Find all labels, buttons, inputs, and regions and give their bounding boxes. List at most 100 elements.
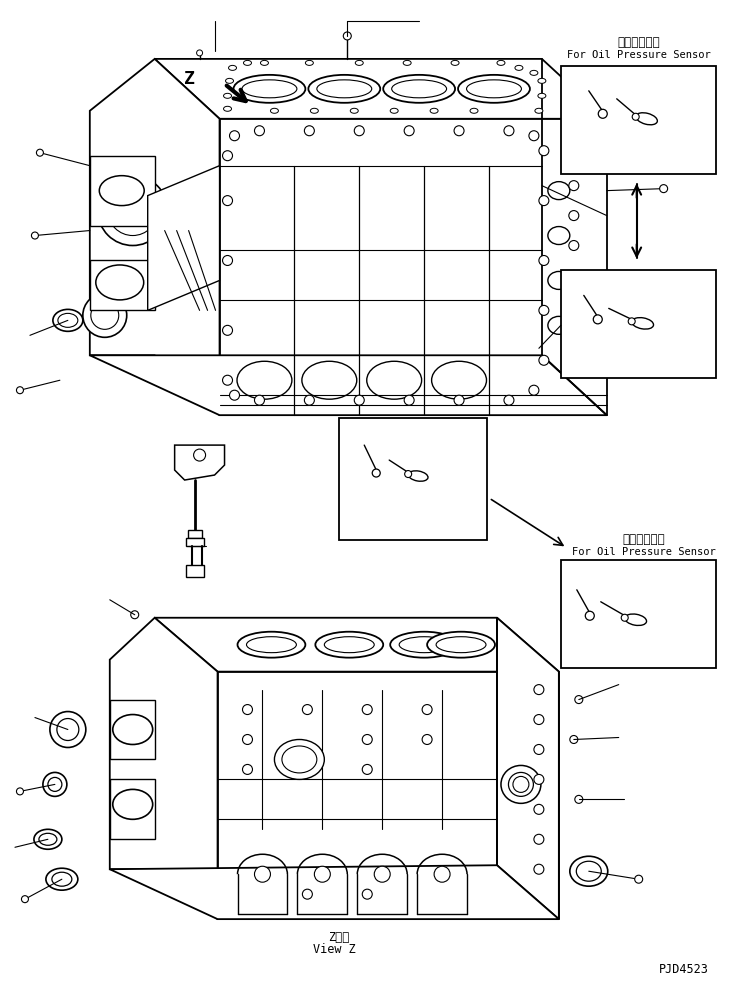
Ellipse shape: [310, 108, 319, 113]
Circle shape: [21, 895, 29, 902]
Circle shape: [454, 126, 464, 136]
Ellipse shape: [350, 108, 358, 113]
Ellipse shape: [451, 60, 459, 65]
Ellipse shape: [535, 108, 543, 113]
Circle shape: [404, 395, 414, 405]
Ellipse shape: [317, 80, 371, 98]
Circle shape: [632, 113, 639, 120]
Ellipse shape: [96, 265, 144, 300]
Circle shape: [655, 351, 663, 359]
Ellipse shape: [548, 317, 570, 334]
Circle shape: [222, 376, 233, 386]
Ellipse shape: [427, 632, 495, 658]
Ellipse shape: [355, 60, 363, 65]
Circle shape: [194, 449, 206, 461]
Ellipse shape: [316, 632, 383, 658]
Ellipse shape: [58, 314, 78, 327]
Ellipse shape: [308, 75, 380, 103]
Polygon shape: [497, 618, 559, 919]
Ellipse shape: [432, 361, 487, 399]
Ellipse shape: [225, 78, 233, 84]
Circle shape: [230, 131, 239, 141]
Ellipse shape: [636, 112, 658, 125]
Text: Z　視: Z 視: [329, 931, 350, 944]
Circle shape: [305, 126, 314, 136]
Ellipse shape: [570, 856, 608, 886]
Circle shape: [50, 712, 86, 747]
Circle shape: [16, 387, 23, 393]
Circle shape: [32, 232, 38, 239]
Ellipse shape: [275, 740, 324, 779]
Circle shape: [569, 270, 579, 280]
Bar: [188, 529, 202, 538]
Ellipse shape: [238, 632, 305, 658]
Polygon shape: [110, 700, 155, 759]
Circle shape: [539, 146, 549, 156]
Circle shape: [504, 395, 514, 405]
Circle shape: [302, 705, 313, 715]
Ellipse shape: [367, 361, 421, 399]
Circle shape: [404, 126, 414, 136]
Circle shape: [422, 735, 432, 744]
Ellipse shape: [233, 75, 305, 103]
Circle shape: [569, 151, 579, 161]
Circle shape: [108, 185, 158, 236]
Ellipse shape: [244, 60, 252, 65]
Ellipse shape: [548, 271, 570, 290]
Circle shape: [363, 735, 372, 744]
Circle shape: [534, 834, 544, 844]
Circle shape: [534, 715, 544, 725]
Polygon shape: [217, 671, 559, 919]
Circle shape: [660, 184, 668, 192]
Circle shape: [355, 395, 364, 405]
Circle shape: [534, 865, 544, 875]
Circle shape: [404, 470, 412, 477]
Polygon shape: [110, 779, 155, 839]
Circle shape: [454, 395, 464, 405]
Ellipse shape: [497, 60, 505, 65]
Polygon shape: [90, 156, 155, 226]
Ellipse shape: [538, 78, 546, 84]
Circle shape: [422, 705, 432, 715]
Circle shape: [570, 736, 578, 743]
Polygon shape: [148, 166, 219, 311]
Ellipse shape: [408, 471, 428, 481]
Bar: [561, 66, 716, 174]
Ellipse shape: [392, 80, 446, 98]
Circle shape: [539, 195, 549, 206]
Circle shape: [534, 684, 544, 694]
Circle shape: [255, 395, 264, 405]
Circle shape: [539, 255, 549, 265]
Ellipse shape: [270, 108, 278, 113]
Ellipse shape: [501, 765, 541, 804]
Circle shape: [434, 867, 450, 882]
Ellipse shape: [53, 310, 83, 331]
Ellipse shape: [403, 60, 411, 65]
Circle shape: [255, 867, 270, 882]
Ellipse shape: [390, 108, 398, 113]
Circle shape: [302, 889, 313, 899]
Ellipse shape: [515, 65, 523, 70]
Circle shape: [569, 301, 579, 311]
Ellipse shape: [302, 361, 357, 399]
Circle shape: [534, 744, 544, 754]
Circle shape: [569, 211, 579, 221]
Ellipse shape: [430, 108, 438, 113]
Ellipse shape: [470, 108, 478, 113]
Ellipse shape: [383, 75, 455, 103]
Ellipse shape: [261, 60, 269, 65]
Text: 油圧センサ用: 油圧センサ用: [622, 533, 665, 546]
Circle shape: [255, 126, 264, 136]
Ellipse shape: [242, 80, 297, 98]
Ellipse shape: [548, 227, 570, 245]
Bar: [186, 565, 203, 577]
Circle shape: [569, 241, 579, 250]
Text: For Oil Pressure Sensor: For Oil Pressure Sensor: [572, 547, 716, 557]
Polygon shape: [155, 59, 607, 118]
Circle shape: [242, 764, 252, 774]
Ellipse shape: [530, 70, 538, 75]
Polygon shape: [90, 355, 607, 415]
Circle shape: [585, 611, 595, 620]
Ellipse shape: [224, 94, 231, 99]
Circle shape: [344, 32, 352, 40]
